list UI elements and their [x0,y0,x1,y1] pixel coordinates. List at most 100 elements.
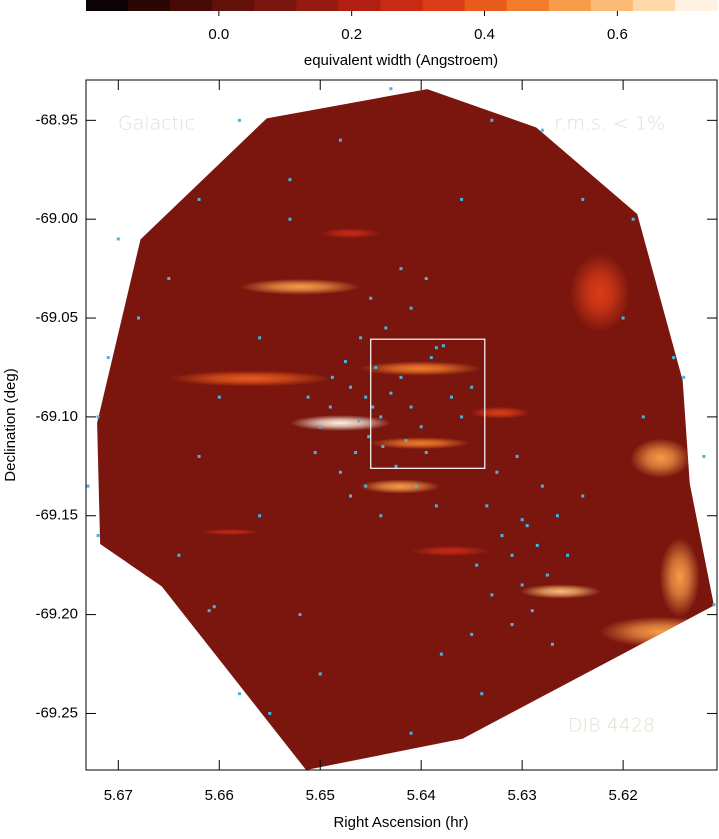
star [349,494,353,498]
star [555,514,559,518]
star [540,484,544,488]
star [409,731,413,735]
star [359,336,363,340]
star [500,534,504,538]
star [530,609,534,613]
colorbar-segment [338,0,381,11]
star [364,484,368,488]
star [702,454,706,458]
star [581,494,585,498]
colorbar-segment [212,0,255,11]
colorbar-label: equivalent width (Angstroem) [304,52,498,69]
star [212,605,216,609]
star [470,385,474,389]
star [581,197,585,201]
star [515,454,519,458]
x-tick-label: 5.64 [407,787,436,804]
colorbar-tick-label: 0.4 [474,26,495,43]
feature [359,479,441,494]
star [424,276,428,280]
star [343,360,347,364]
star [535,543,539,547]
star [237,118,241,122]
y-tick-label: -69.25 [35,704,78,721]
star [641,415,645,419]
star [414,484,418,488]
star [217,395,221,399]
colorbar-segment [254,0,297,11]
colorbar-segment [380,0,424,11]
star [480,692,484,696]
feature [369,437,471,450]
colorbar-segment [590,0,634,11]
feature [469,406,531,419]
star [374,365,378,369]
star [510,622,514,626]
star [495,470,499,474]
star [328,405,332,409]
star [409,405,413,409]
star [237,692,241,696]
star [490,593,494,597]
feature [359,361,481,376]
star [96,534,100,538]
star [540,128,544,132]
star [672,356,676,360]
star [434,346,438,350]
plot-area [86,87,716,770]
star [318,672,322,676]
star [525,524,529,528]
highlight-box [370,338,486,469]
star [631,217,635,221]
star [288,217,292,221]
star [86,484,90,488]
star [313,450,317,454]
star [520,518,524,522]
star [338,138,342,142]
y-tick-label: -69.10 [35,408,78,425]
star [357,419,361,423]
star [381,445,385,449]
annotation: Galactic [118,113,195,135]
colorbar: 0.0 0.2 0.4 0.6 [86,0,718,43]
star [268,711,272,715]
star [510,553,514,557]
hull-map [97,89,714,770]
star [389,87,393,91]
star [364,395,368,399]
star [106,356,110,360]
colorbar-tick-label: 0.6 [607,26,628,43]
star [409,306,413,310]
x-tick-label: 5.65 [306,787,335,804]
feature [659,537,700,617]
star [371,405,375,409]
star [197,454,201,458]
star [470,632,474,636]
star [545,573,549,577]
annotation: r.m.s. < 1% [554,113,665,135]
star [367,435,371,439]
star [621,316,625,320]
feature [630,438,691,478]
y-axis-label: Declination (deg) [2,368,19,481]
y-tick-label: -69.05 [35,309,78,326]
star [338,470,342,474]
star [96,415,100,419]
feature [569,253,631,333]
star [167,276,171,280]
feature [410,545,491,557]
star [384,326,388,330]
colorbar-segment [296,0,339,11]
feature [289,415,391,431]
star [424,450,428,454]
star [434,504,438,508]
axes: 5.67 5.66 5.65 5.64 5.63 5.62 -68.95 -69.00 -69.… [35,80,717,804]
star [379,514,383,518]
colorbar-segment [128,0,171,11]
star [485,504,489,508]
star [330,375,334,379]
star [475,563,479,567]
star [682,375,686,379]
star [399,267,403,271]
feature [239,278,361,295]
